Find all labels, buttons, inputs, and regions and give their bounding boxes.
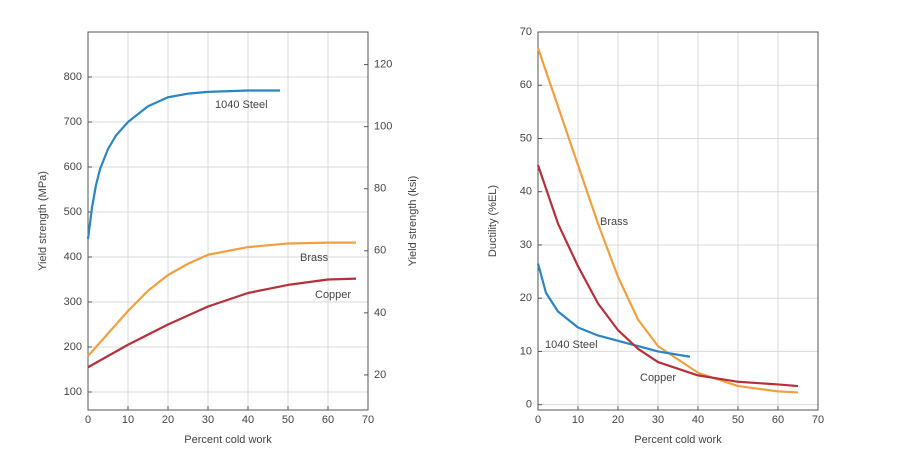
line bbox=[536, 164, 799, 388]
y-tick-label: 500 bbox=[64, 206, 82, 218]
y2-tick-label: 20 bbox=[374, 369, 386, 381]
y-tick-label: 800 bbox=[64, 71, 82, 83]
series-label: Brass bbox=[300, 252, 329, 264]
series-label: 1040 Steel bbox=[215, 99, 268, 111]
x-tick-label: 10 bbox=[572, 414, 584, 426]
y2-axis-label: Yield strength (ksi) bbox=[407, 176, 419, 267]
y-tick-label: 30 bbox=[520, 239, 532, 251]
line bbox=[86, 89, 280, 240]
y-tick-label: 300 bbox=[64, 296, 82, 308]
series-label: 1040 Steel bbox=[545, 339, 598, 351]
line bbox=[87, 277, 357, 369]
x-tick-label: 70 bbox=[812, 414, 824, 426]
y-tick-label: 20 bbox=[520, 292, 532, 304]
x-axis-label: Percent cold work bbox=[634, 434, 722, 446]
x-tick-label: 60 bbox=[772, 414, 784, 426]
x-tick-label: 20 bbox=[162, 414, 174, 426]
series-label: Brass bbox=[600, 216, 629, 228]
x-tick-label: 20 bbox=[612, 414, 624, 426]
y2-tick-label: 120 bbox=[374, 58, 392, 70]
y2-tick-label: 60 bbox=[374, 245, 386, 257]
y-axis-label: Yield strength (MPa) bbox=[37, 171, 49, 271]
x-tick-label: 60 bbox=[322, 414, 334, 426]
plot-frame bbox=[537, 31, 819, 411]
y2-tick-label: 80 bbox=[374, 183, 386, 195]
series-label: Copper bbox=[315, 289, 351, 301]
y2-tick-label: 100 bbox=[374, 121, 392, 133]
y-tick-label: 0 bbox=[526, 399, 532, 411]
y-tick-label: 40 bbox=[520, 186, 532, 198]
series-label: Copper bbox=[640, 372, 676, 384]
y-axis-label: Ductility (%EL) bbox=[487, 185, 499, 257]
x-tick-label: 40 bbox=[242, 414, 254, 426]
y2-tick-label: 40 bbox=[374, 307, 386, 319]
y-tick-label: 600 bbox=[64, 161, 82, 173]
x-tick-label: 50 bbox=[732, 414, 744, 426]
y-tick-label: 70 bbox=[520, 26, 532, 38]
y-tick-label: 60 bbox=[520, 79, 532, 91]
y-tick-label: 10 bbox=[520, 345, 532, 357]
x-tick-label: 0 bbox=[535, 414, 541, 426]
y-tick-label: 100 bbox=[64, 386, 82, 398]
y-tick-label: 700 bbox=[64, 116, 82, 128]
y-tick-label: 200 bbox=[64, 341, 82, 353]
x-tick-label: 30 bbox=[652, 414, 664, 426]
x-tick-label: 40 bbox=[692, 414, 704, 426]
x-tick-label: 70 bbox=[362, 414, 374, 426]
line bbox=[536, 47, 799, 394]
x-tick-label: 0 bbox=[85, 414, 91, 426]
y-tick-label: 50 bbox=[520, 132, 532, 144]
x-tick-label: 10 bbox=[122, 414, 134, 426]
y-tick-label: 400 bbox=[64, 251, 82, 263]
line bbox=[536, 263, 691, 358]
x-tick-label: 30 bbox=[202, 414, 214, 426]
x-axis-label: Percent cold work bbox=[184, 434, 272, 446]
x-tick-label: 50 bbox=[282, 414, 294, 426]
line bbox=[87, 241, 356, 357]
plot-frame bbox=[87, 31, 369, 411]
